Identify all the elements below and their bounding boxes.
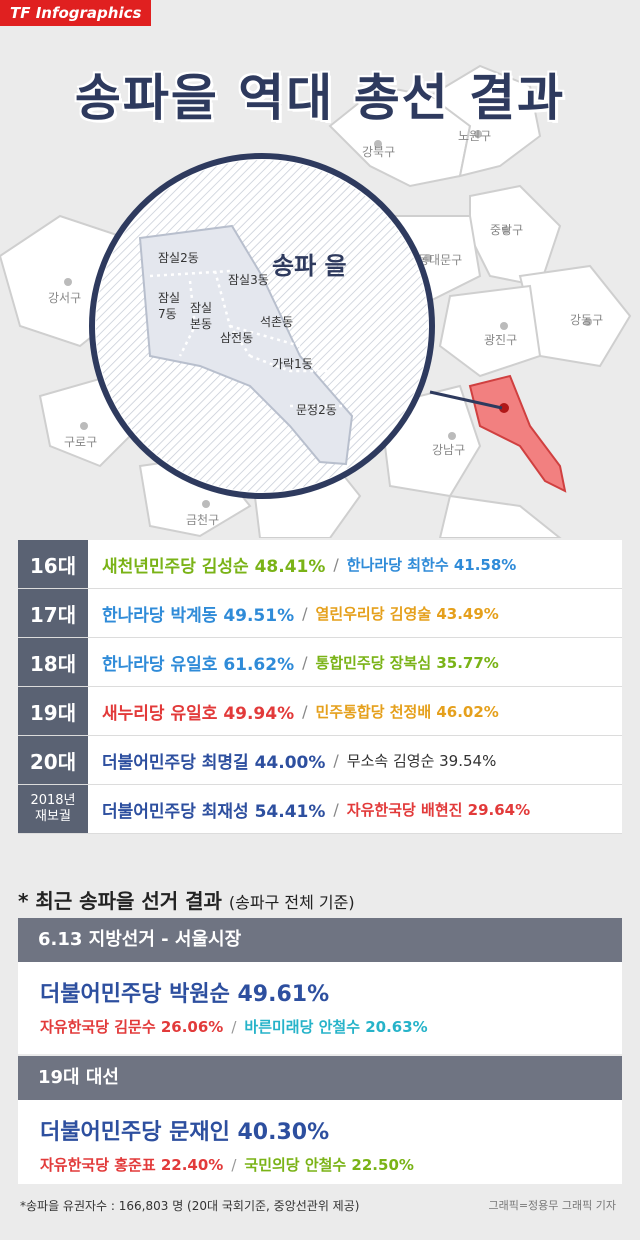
district-shape xyxy=(438,494,562,538)
election-generation: 2018년 재보궐 xyxy=(18,785,88,833)
election-generation: 16대 xyxy=(18,540,88,588)
dong-jamsilbon-b: 본동 xyxy=(190,317,212,331)
seoul-map: 강북구 노원구 중랑구 동대문구 강서구 강동구 광진구 구로구 강남구 금천구 xyxy=(0,26,640,538)
candidates: 새천년민주당 김성순 48.41% / 한나라당 최한수 41.58% xyxy=(88,540,622,588)
local-election-box: 더불어민주당 박원순 49.61% 자유한국당 김문수 26.06% / 바른미래당… xyxy=(18,962,622,1054)
result-row: 2018년 재보궐 더불어민주당 최재성 54.41% / 자유한국당 배현진 29.… xyxy=(18,785,622,834)
election-generation: 18대 xyxy=(18,638,88,686)
result-row: 16대 새천년민주당 김성순 48.41% / 한나라당 최한수 41.58% xyxy=(18,540,622,589)
dong-jamsilbon-a: 잠실 xyxy=(190,301,212,315)
candidates: 더불어민주당 최명길 44.00% / 무소속 김영순 39.54% xyxy=(88,736,622,784)
recent-subtitle: (송파구 전체 기준) xyxy=(228,893,355,912)
brand-logo: TF Infographics xyxy=(0,0,152,26)
page-title: 송파을 역대 총선 결과 xyxy=(74,69,566,127)
map-label-gangnam: 강남구 xyxy=(432,443,465,457)
result-row: 20대 더불어민주당 최명길 44.00% / 무소속 김영순 39.54% xyxy=(18,736,622,785)
winner-candidate: 새누리당 유일호 49.94% xyxy=(102,703,295,724)
local-other-1: 자유한국당 김문수 26.06% xyxy=(40,1018,224,1036)
district-shape xyxy=(428,64,542,178)
election-results-table: 16대 새천년민주당 김성순 48.41% / 한나라당 최한수 41.58% 17대 한… xyxy=(18,540,622,834)
winner-candidate: 한나라당 박계동 49.51% xyxy=(102,605,295,626)
dong-jamsil7-a: 잠실 xyxy=(158,291,180,305)
presidential-others: 자유한국당 홍준표 22.40% / 국민의당 안철수 22.50% xyxy=(40,1156,414,1174)
local-other-2: 바른미래당 안철수 20.63% xyxy=(244,1018,428,1036)
credit: 그래픽=정용무 그래픽 기자 xyxy=(488,1199,616,1212)
election-generation: 19대 xyxy=(18,687,88,735)
candidates: 새누리당 유일호 49.94% / 민주통합당 천정배 46.02% xyxy=(88,687,622,735)
dong-jamsil7-b: 7동 xyxy=(158,307,177,321)
map-label-guro: 구로구 xyxy=(64,435,97,449)
candidates: 한나라당 유일호 61.62% / 통합민주당 장복심 35.77% xyxy=(88,638,622,686)
local-election-header: 6.13 지방선거 - 서울시장 xyxy=(18,918,622,962)
recent-results-title: * 최근 송파을 선거 결과 (송파구 전체 기준) xyxy=(18,885,355,914)
separator: / xyxy=(302,652,308,672)
map-label-dongdaemun: 동대문구 xyxy=(418,253,462,267)
dong-garak1: 가락1동 xyxy=(272,357,313,371)
map-label-gangseo: 강서구 xyxy=(48,291,81,305)
map-label-gwangjin: 광진구 xyxy=(484,333,517,347)
presidential-election-header: 19대 대선 xyxy=(18,1056,622,1100)
presidential-election-box: 더불어민주당 문재인 40.30% 자유한국당 홍준표 22.40% / 국민의당 … xyxy=(18,1100,622,1184)
result-row: 18대 한나라당 유일호 61.62% / 통합민주당 장복심 35.77% xyxy=(18,638,622,687)
runner-up-candidate: 민주통합당 천정배 46.02% xyxy=(315,702,499,721)
runner-up-candidate: 한나라당 최한수 41.58% xyxy=(346,555,517,574)
songpa-eul-highlight xyxy=(468,374,567,493)
map-label-geumcheon: 금천구 xyxy=(186,512,219,527)
songpa-eul-inset-shape xyxy=(138,224,354,466)
separator: / xyxy=(302,701,308,721)
separator: / xyxy=(333,799,339,819)
result-row: 17대 한나라당 박계동 49.51% / 열린우리당 김영술 43.49% xyxy=(18,589,622,638)
winner-candidate: 더불어민주당 최명길 44.00% xyxy=(102,752,326,773)
election-generation: 20대 xyxy=(18,736,88,784)
runner-up-candidate: 자유한국당 배현진 29.64% xyxy=(346,800,531,819)
district-shape xyxy=(438,284,542,378)
result-row: 19대 새누리당 유일호 49.94% / 민주통합당 천정배 46.02% xyxy=(18,687,622,736)
map-label-nowon: 노원구 xyxy=(458,129,491,143)
runner-up-candidate: 무소속 김영순 39.54% xyxy=(346,751,497,770)
winner-candidate: 새천년민주당 김성순 48.41% xyxy=(102,556,326,577)
separator: / xyxy=(302,603,308,623)
dong-jamsil2: 잠실2동 xyxy=(158,251,199,265)
callout-line xyxy=(429,390,503,410)
footnote: *송파을 유권자수 : 166,803 명 (20대 국회기준, 중앙선관위 제… xyxy=(20,1199,360,1213)
recent-title-text: * 최근 송파을 선거 결과 xyxy=(18,889,222,913)
map-label-jungnang: 중랑구 xyxy=(490,223,523,237)
separator: / xyxy=(333,554,339,574)
election-generation: 17대 xyxy=(18,589,88,637)
inset-title: 송파 을 xyxy=(272,252,347,280)
candidates: 한나라당 박계동 49.51% / 열린우리당 김영술 43.49% xyxy=(88,589,622,637)
map-label-gangbuk: 강북구 xyxy=(362,145,395,159)
runner-up-candidate: 통합민주당 장복심 35.77% xyxy=(315,653,499,672)
presidential-other-2: 국민의당 안철수 22.50% xyxy=(244,1156,414,1174)
winner-candidate: 한나라당 유일호 61.62% xyxy=(102,654,295,675)
dong-jamsil3: 잠실3동 xyxy=(228,273,269,287)
location-dot xyxy=(499,403,509,413)
winner-candidate: 더불어민주당 최재성 54.41% xyxy=(102,801,326,822)
dong-samjeon: 삼전동 xyxy=(220,331,253,345)
dong-seokchon: 석촌동 xyxy=(260,315,293,329)
runner-up-candidate: 열린우리당 김영술 43.49% xyxy=(315,604,499,623)
dong-munjeong2: 문정2동 xyxy=(296,403,337,417)
map-svg: 강북구 노원구 중랑구 동대문구 강서구 강동구 광진구 구로구 강남구 금천구 xyxy=(0,64,632,538)
map-label-gangdong: 강동구 xyxy=(570,313,603,327)
local-winner: 더불어민주당 박원순 49.61% xyxy=(40,982,330,1007)
separator: / xyxy=(333,750,339,770)
presidential-winner: 더불어민주당 문재인 40.30% xyxy=(40,1120,330,1145)
candidates: 더불어민주당 최재성 54.41% / 자유한국당 배현진 29.64% xyxy=(88,785,622,833)
presidential-other-1: 자유한국당 홍준표 22.40% xyxy=(40,1156,224,1174)
local-others: 자유한국당 김문수 26.06% / 바른미래당 안철수 20.63% xyxy=(40,1018,428,1036)
